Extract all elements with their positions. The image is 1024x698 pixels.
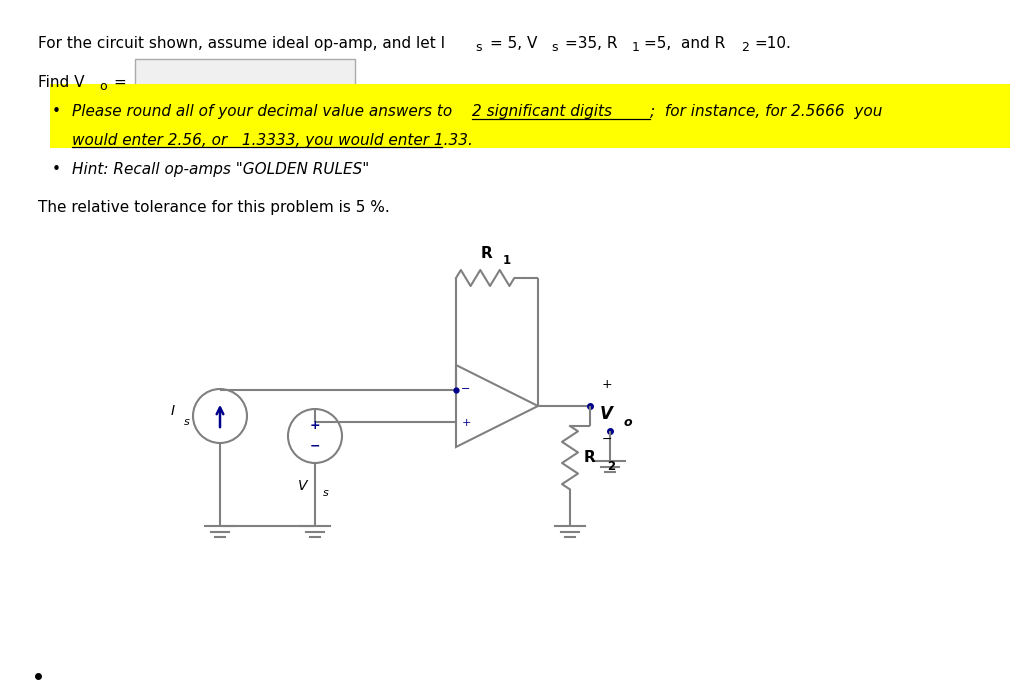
FancyBboxPatch shape — [50, 84, 1010, 148]
Text: 2: 2 — [741, 41, 749, 54]
Text: 1: 1 — [632, 41, 640, 54]
Text: −: − — [462, 384, 471, 394]
Text: +: + — [309, 419, 321, 432]
Text: o: o — [624, 417, 633, 429]
Text: = 5, V: = 5, V — [490, 36, 538, 51]
Text: The relative tolerance for this problem is 5 %.: The relative tolerance for this problem … — [38, 200, 390, 215]
Text: V: V — [298, 479, 307, 493]
Text: s: s — [184, 417, 190, 427]
Text: =10.: =10. — [754, 36, 791, 51]
Text: −: − — [602, 433, 612, 445]
Text: s: s — [323, 488, 329, 498]
Text: =: = — [113, 75, 126, 90]
Text: 2: 2 — [607, 461, 615, 473]
Text: •: • — [52, 104, 61, 119]
FancyBboxPatch shape — [135, 59, 355, 92]
Text: V: V — [600, 405, 613, 423]
Text: •: • — [52, 162, 61, 177]
Text: Find V: Find V — [38, 75, 85, 90]
Text: R: R — [480, 246, 492, 261]
Text: o: o — [99, 80, 106, 93]
Text: s: s — [475, 41, 481, 54]
Text: Hint: Recall op-amps "GOLDEN RULES": Hint: Recall op-amps "GOLDEN RULES" — [72, 162, 370, 177]
Text: would enter 2.56, or   1.3333, you would enter 1.33.: would enter 2.56, or 1.3333, you would e… — [72, 133, 473, 148]
Text: 2 significant digits: 2 significant digits — [472, 104, 612, 119]
Text: R: R — [584, 450, 596, 464]
Text: +: + — [462, 418, 471, 429]
Text: +: + — [602, 378, 612, 390]
Text: 1: 1 — [503, 254, 511, 267]
Text: For the circuit shown, assume ideal op-amp, and let I: For the circuit shown, assume ideal op-a… — [38, 36, 445, 51]
Text: −: − — [309, 440, 321, 453]
Text: ;  for instance, for 2.5666  you: ; for instance, for 2.5666 you — [650, 104, 883, 119]
Text: =5,  and R: =5, and R — [644, 36, 725, 51]
Text: s: s — [551, 41, 557, 54]
Text: =35, R: =35, R — [565, 36, 617, 51]
Text: I: I — [171, 404, 175, 418]
Text: Please round all of your decimal value answers to: Please round all of your decimal value a… — [72, 104, 462, 119]
